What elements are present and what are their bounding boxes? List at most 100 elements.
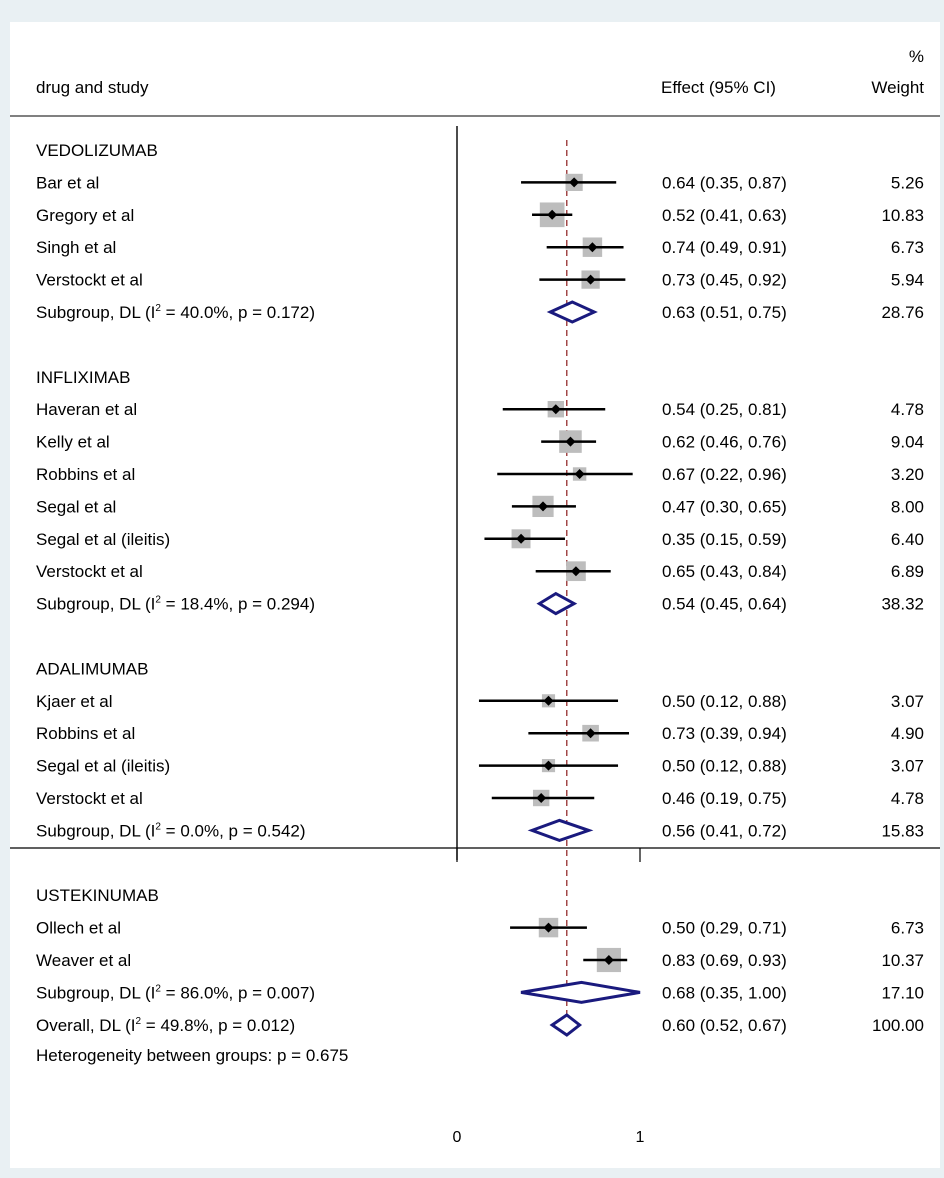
point-estimate [543, 760, 554, 771]
weight-text: 3.20 [891, 465, 924, 484]
weight-text: 3.07 [891, 757, 924, 776]
weight-text: 4.78 [891, 400, 924, 419]
header-study: drug and study [36, 78, 149, 97]
overall-label: Overall, DL (I2 = 49.8%, p = 0.012) [36, 1016, 295, 1035]
subgroup-effect-text: 0.63 (0.51, 0.75) [662, 303, 787, 322]
study-label: Ollech et al [36, 919, 121, 938]
point-estimate [574, 469, 585, 479]
subgroup-label: Subgroup, DL (I2 = 18.4%, p = 0.294) [36, 595, 315, 614]
subgroup-weight-text: 28.76 [881, 303, 924, 322]
header-effect: Effect (95% CI) [661, 78, 776, 97]
study-label: Singh et al [36, 238, 116, 257]
overall-weight-text: 100.00 [872, 1016, 924, 1035]
header-weight-pct: % [909, 47, 924, 66]
subgroup-weight-text: 17.10 [881, 983, 924, 1002]
subgroup-effect-text: 0.54 (0.45, 0.64) [662, 595, 787, 614]
group-heading: ADALIMUMAB [36, 659, 148, 678]
effect-ci-text: 0.74 (0.49, 0.91) [662, 238, 787, 257]
group-heading: USTEKINUMAB [36, 886, 159, 905]
point-estimate [587, 242, 598, 253]
point-estimate [550, 404, 561, 415]
study-label: Bar et al [36, 173, 99, 192]
overall-effect-text: 0.60 (0.52, 0.67) [662, 1016, 787, 1035]
weight-text: 10.83 [881, 206, 924, 225]
effect-ci-text: 0.50 (0.12, 0.88) [662, 692, 787, 711]
weight-text: 6.40 [891, 530, 924, 549]
study-label: Haveran et al [36, 400, 137, 419]
study-label: Robbins et al [36, 724, 135, 743]
effect-ci-text: 0.64 (0.35, 0.87) [662, 173, 787, 192]
effect-ci-text: 0.73 (0.39, 0.94) [662, 724, 787, 743]
group-heading: INFLIXIMAB [36, 368, 130, 387]
effect-ci-text: 0.35 (0.15, 0.59) [662, 530, 787, 549]
weight-text: 3.07 [891, 692, 924, 711]
point-estimate [585, 274, 596, 285]
effect-ci-text: 0.47 (0.30, 0.65) [662, 497, 787, 516]
weight-text: 10.37 [881, 951, 924, 970]
heterogeneity-text: Heterogeneity between groups: p = 0.675 [36, 1046, 348, 1065]
effect-ci-text: 0.50 (0.12, 0.88) [662, 757, 787, 776]
weight-text: 6.89 [891, 562, 924, 581]
point-estimate [536, 793, 547, 803]
effect-ci-text: 0.52 (0.41, 0.63) [662, 206, 787, 225]
subgroup-effect-text: 0.56 (0.41, 0.72) [662, 821, 787, 840]
study-label: Verstockt et al [36, 789, 143, 808]
point-estimate [538, 501, 549, 512]
study-label: Verstockt et al [36, 562, 143, 581]
group-heading: VEDOLIZUMAB [36, 141, 158, 160]
study-label: Robbins et al [36, 465, 135, 484]
effect-ci-text: 0.73 (0.45, 0.92) [662, 271, 787, 290]
point-estimate [565, 436, 576, 447]
effect-ci-text: 0.50 (0.29, 0.71) [662, 919, 787, 938]
study-label: Gregory et al [36, 206, 134, 225]
weight-text: 5.94 [891, 271, 924, 290]
weight-text: 4.78 [891, 789, 924, 808]
effect-ci-text: 0.83 (0.69, 0.93) [662, 951, 787, 970]
study-label: Kelly et al [36, 433, 110, 452]
subgroup-label: Subgroup, DL (I2 = 40.0%, p = 0.172) [36, 303, 315, 322]
x-tick-label: 0 [453, 1129, 462, 1146]
study-label: Weaver et al [36, 951, 131, 970]
study-label: Kjaer et al [36, 692, 113, 711]
point-estimate [603, 955, 614, 965]
weight-text: 5.26 [891, 173, 924, 192]
x-tick-label: 1 [636, 1129, 645, 1146]
header-weight: Weight [871, 78, 924, 97]
effect-ci-text: 0.65 (0.43, 0.84) [662, 562, 787, 581]
subgroup-effect-text: 0.68 (0.35, 1.00) [662, 983, 787, 1002]
subgroup-label: Subgroup, DL (I2 = 0.0%, p = 0.542) [36, 821, 306, 840]
point-estimate [516, 533, 527, 544]
study-label: Segal et al (ileitis) [36, 757, 170, 776]
point-estimate [543, 922, 554, 933]
subgroup-diamond [546, 300, 598, 324]
column-headers: drug and study Effect (95% CI) % Weight [36, 47, 924, 97]
study-label: Segal et al [36, 497, 116, 516]
point-estimate [547, 209, 558, 220]
point-estimate [570, 566, 581, 577]
point-estimate [569, 177, 580, 188]
point-estimate [543, 695, 554, 706]
weight-text: 6.73 [891, 919, 924, 938]
rows: VEDOLIZUMAB Bar et al 0.64 (0.35, 0.87) 5.2… [36, 141, 924, 1065]
subgroup-label: Subgroup, DL (I2 = 86.0%, p = 0.007) [36, 983, 315, 1002]
study-label: Segal et al (ileitis) [36, 530, 170, 549]
effect-ci-text: 0.46 (0.19, 0.75) [662, 789, 787, 808]
overall-diamond [549, 1013, 583, 1037]
subgroup-weight-text: 15.83 [881, 821, 924, 840]
weight-text: 9.04 [891, 433, 924, 452]
effect-ci-text: 0.54 (0.25, 0.81) [662, 400, 787, 419]
subgroup-weight-text: 38.32 [881, 595, 924, 614]
weight-text: 4.90 [891, 724, 924, 743]
subgroup-diamond [536, 591, 578, 616]
study-label: Verstockt et al [36, 271, 143, 290]
subgroup-diamond [520, 980, 641, 1004]
plot-area [10, 22, 940, 1168]
weight-text: 8.00 [891, 497, 924, 516]
weight-text: 6.73 [891, 238, 924, 257]
effect-ci-text: 0.67 (0.22, 0.96) [662, 465, 787, 484]
effect-ci-text: 0.62 (0.46, 0.76) [662, 433, 787, 452]
subgroup-diamond [527, 818, 594, 842]
